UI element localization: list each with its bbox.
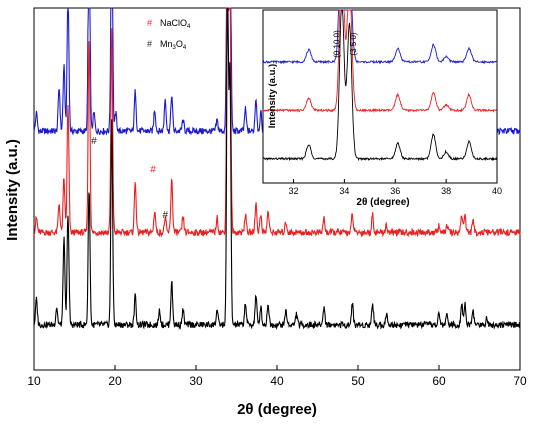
main-x-tick-label-0: 10 [27,374,41,388]
main-y-axis-label: Intensity (a.u.) [4,139,21,241]
main-x-axis-ticks: 10 20 30 40 50 60 70 [27,365,527,388]
legend-label-naclo4: NaClO4 [160,18,191,30]
main-series-line-1 [33,7,521,238]
inset-series-line-0 [262,9,498,65]
legend-label-mn3o4: Mn3O4 [160,39,187,51]
inset-x-axis-ticks: 32 34 36 38 40 [289,179,502,196]
inset-series-group [262,9,498,162]
inset-x-axis-label: 2θ (degree) [356,197,409,208]
main-peak-annotations: # # # [91,136,168,221]
inset-plot-frame [262,9,498,184]
peak-marker-0: # [91,136,97,147]
inset-miller-index-0: (0 10 0) [332,30,341,58]
main-x-tick-label-6: 70 [513,374,527,388]
inset-x-tick-label-3: 38 [441,186,451,196]
inset-peak-annotations: (0 10 0) (3 5 0) [332,30,358,58]
peak-marker-2: # [162,210,168,221]
inset-x-tick-label-0: 32 [289,186,299,196]
inset-plot: 32 34 36 38 40 (0 10 0) (3 5 0) 2θ (degree) I… [262,9,502,208]
main-x-tick-label-2: 30 [189,374,203,388]
main-x-tick-label-1: 20 [108,374,122,388]
inset-x-tick-label-4: 40 [492,186,502,196]
legend: # NaClO4 # Mn3O4 [147,18,191,51]
legend-marker-mn3o4: # [147,39,152,49]
main-x-tick-label-4: 50 [351,374,365,388]
peak-marker-1: # [150,165,156,176]
main-x-tick-label-5: 60 [432,374,446,388]
inset-y-axis-label: Intensity (a.u.) [267,64,278,128]
legend-marker-naclo4: # [147,18,152,28]
main-series-line-2 [33,7,521,330]
inset-x-tick-label-2: 36 [390,186,400,196]
main-x-axis-label: 2θ (degree) [237,401,317,418]
inset-series-line-1 [262,9,498,113]
main-x-tick-label-3: 40 [270,374,284,388]
inset-x-tick-label-1: 34 [339,186,349,196]
inset-series-line-2 [262,9,498,162]
inset-miller-index-1: (3 5 0) [349,32,358,55]
